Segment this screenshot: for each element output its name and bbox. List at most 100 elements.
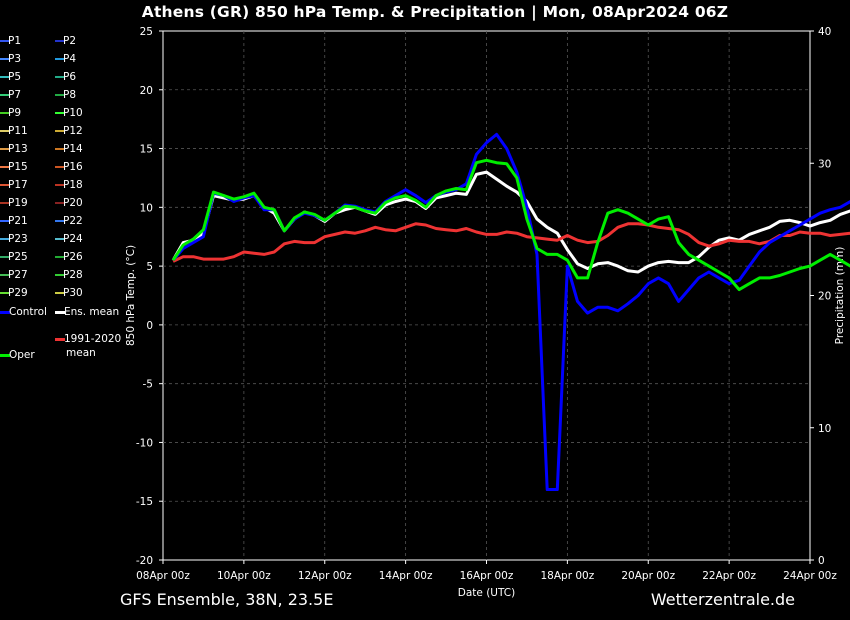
site-credit: Wetterzentrale.de — [650, 590, 795, 609]
series-line-oper — [171, 158, 850, 292]
legend-label: Ens. mean — [64, 306, 120, 318]
legend-label: P3 — [8, 53, 22, 65]
legend-swatch — [0, 184, 9, 186]
legend-label: P8 — [63, 89, 77, 101]
x-tick-label: 16Apr 00z — [460, 570, 514, 582]
legend-label: P18 — [63, 179, 83, 191]
legend-swatch — [0, 292, 9, 294]
legend-swatch — [55, 292, 64, 294]
legend-swatch — [55, 238, 64, 240]
x-tick-label: 18Apr 00z — [541, 570, 595, 582]
legend-label: P30 — [63, 287, 83, 299]
x-tick-label: 22Apr 00z — [702, 570, 756, 582]
legend-swatch — [0, 238, 9, 240]
legend-label: P10 — [63, 107, 83, 119]
legend-label: P13 — [8, 143, 28, 155]
legend-label: P16 — [63, 161, 83, 173]
legend-swatch — [0, 256, 9, 258]
legend-label: P25 — [8, 251, 28, 263]
legend-label: P15 — [8, 161, 28, 173]
legend-swatch — [55, 220, 64, 222]
legend-label: 1991-2020 — [64, 333, 122, 345]
model-info: GFS Ensemble, 38N, 23.5E — [120, 590, 334, 609]
legend-label: P4 — [63, 53, 77, 65]
legend-label: P22 — [63, 215, 83, 227]
legend-swatch — [55, 166, 64, 168]
legend-label-clim-mean-line2: mean — [66, 347, 96, 359]
y2-tick-label: 30 — [818, 158, 831, 170]
legend-label: P1 — [8, 35, 22, 47]
legend-swatch — [55, 112, 64, 114]
series-line-1991-2020-mean — [172, 222, 850, 263]
legend-label: P12 — [63, 125, 83, 137]
legend-label: P2 — [63, 35, 77, 47]
legend-swatch — [55, 58, 64, 60]
legend-label: Oper — [9, 349, 35, 361]
legend-swatch — [55, 130, 64, 132]
legend-swatch — [0, 58, 9, 60]
legend-swatch — [55, 202, 64, 204]
chart-title: Athens (GR) 850 hPa Temp. & Precipitatio… — [141, 3, 729, 21]
legend-swatch — [55, 40, 64, 42]
legend-swatch — [0, 130, 9, 132]
legend-swatch — [55, 94, 64, 96]
legend-label: P14 — [63, 143, 83, 155]
y2-tick-label: 10 — [818, 423, 831, 435]
y2-tick-label: 20 — [818, 291, 831, 303]
y-tick-label: 25 — [140, 26, 153, 38]
legend-swatch — [0, 274, 9, 276]
legend-swatch — [55, 338, 65, 341]
y-tick-label: 5 — [146, 261, 153, 273]
legend-label: P29 — [8, 287, 28, 299]
legend-swatch — [0, 94, 9, 96]
y2-axis-label: Precipitation (mm) — [834, 247, 846, 345]
legend: P1 P2 P3 P4 P5 P6 P7 P8 P9 P10 P11 P12 P13 P14 P15 P16 P… — [0, 34, 128, 364]
legend-label: P19 — [8, 197, 28, 209]
legend-label: P6 — [63, 71, 77, 83]
y2-tick-label: 40 — [818, 26, 831, 38]
x-tick-label: 20Apr 00z — [621, 570, 675, 582]
legend-label: P24 — [63, 233, 83, 245]
legend-swatch — [55, 76, 64, 78]
legend-label: P20 — [63, 197, 83, 209]
legend-swatch — [0, 202, 9, 204]
legend-swatch — [55, 274, 64, 276]
legend-label: Control — [9, 306, 47, 318]
legend-swatch — [0, 112, 9, 114]
y-tick-label: 15 — [140, 144, 153, 156]
legend-swatch — [0, 311, 10, 314]
legend-label: P27 — [8, 269, 28, 281]
x-tick-label: 14Apr 00z — [379, 570, 433, 582]
legend-swatch — [0, 166, 9, 168]
legend-swatch — [0, 40, 9, 42]
x-axis-label: Date (UTC) — [458, 587, 515, 599]
y-tick-label: 20 — [140, 85, 153, 97]
legend-swatch — [55, 184, 64, 186]
legend-label: P17 — [8, 179, 28, 191]
y2-tick-label: 0 — [818, 555, 825, 567]
x-tick-label: 08Apr 00z — [136, 570, 190, 582]
y-axis-label: 850 hPa Temp. (°C) — [125, 245, 137, 346]
legend-swatch — [55, 256, 64, 258]
y-tick-label: -20 — [136, 555, 153, 567]
legend-label: P5 — [8, 71, 22, 83]
series-line-ens-mean — [171, 170, 850, 274]
legend-swatch — [0, 148, 9, 150]
legend-swatch — [0, 220, 9, 222]
y-tick-label: -5 — [143, 379, 153, 391]
legend-swatch — [0, 76, 9, 78]
x-tick-label: 10Apr 00z — [217, 570, 271, 582]
legend-swatch — [0, 354, 10, 357]
legend-swatch — [55, 311, 65, 314]
y-tick-label: -10 — [136, 437, 153, 449]
legend-label: P26 — [63, 251, 83, 263]
legend-swatch — [55, 148, 64, 150]
x-tick-label: 24Apr 00z — [783, 570, 837, 582]
legend-label: P21 — [8, 215, 28, 227]
legend-label: P28 — [63, 269, 83, 281]
x-tick-label: 12Apr 00z — [298, 570, 352, 582]
legend-label: P7 — [8, 89, 22, 101]
legend-label: P23 — [8, 233, 28, 245]
y-tick-label: -15 — [136, 496, 153, 508]
